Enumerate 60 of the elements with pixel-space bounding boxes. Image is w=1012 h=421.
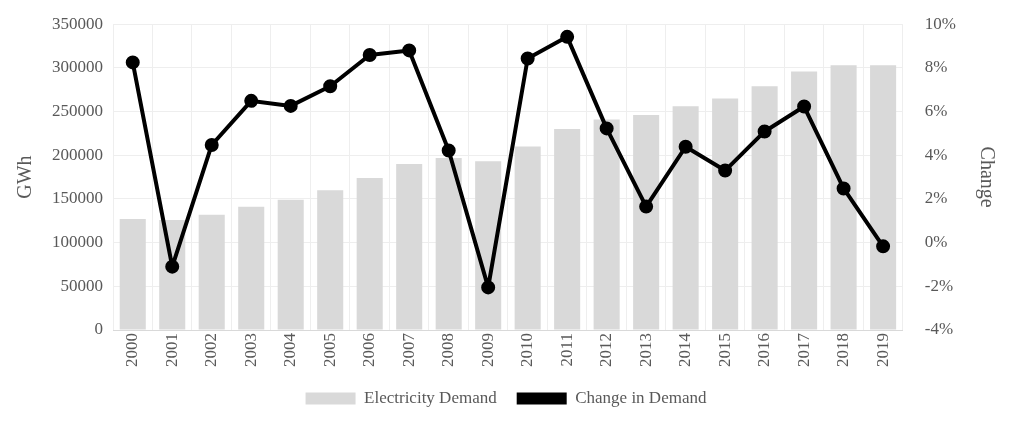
- x-tick-label: 2009: [477, 333, 497, 367]
- point: [125, 55, 140, 70]
- point: [797, 99, 812, 114]
- y2-tick-label: -4%: [924, 319, 954, 339]
- x-tick-label: 2011: [556, 333, 576, 367]
- x-tick-label: 2010: [517, 333, 537, 367]
- y2-tick-label: 8%: [924, 57, 948, 77]
- x-tick-label: 2004: [280, 332, 300, 367]
- legend-label: Electricity Demand: [364, 387, 498, 407]
- point: [402, 43, 417, 58]
- point: [441, 143, 456, 158]
- x-tick-label: 2016: [754, 333, 774, 367]
- point: [520, 51, 535, 66]
- y-tick-label: 200000: [52, 144, 103, 164]
- y-tick-label: 300000: [52, 57, 103, 77]
- point: [283, 98, 298, 113]
- y-tick-label: 150000: [52, 188, 103, 208]
- x-tick-label: 2005: [319, 333, 339, 367]
- point: [481, 280, 496, 295]
- point: [678, 139, 693, 154]
- x-tick-label: 2007: [398, 332, 418, 367]
- point: [836, 181, 851, 196]
- point: [362, 48, 377, 62]
- point: [718, 163, 733, 178]
- point: [560, 29, 575, 44]
- y-tick-label: 0: [94, 319, 103, 339]
- y2-axis-title: Change: [975, 146, 999, 208]
- x-tick-label: 2003: [240, 333, 260, 367]
- y2-tick-label: 6%: [924, 101, 948, 121]
- x-tick-label: 2001: [161, 333, 181, 367]
- point: [639, 199, 654, 214]
- x-tick-label: 2017: [793, 332, 813, 367]
- x-tick-label: 2008: [438, 333, 458, 367]
- y-axis-title: GWh: [13, 155, 36, 199]
- point: [165, 259, 180, 274]
- y-tick-label: 350000: [52, 13, 103, 33]
- x-tick-label: 2002: [201, 333, 221, 367]
- y-tick-label: 100000: [52, 232, 103, 252]
- legend-label: Change in Demand: [575, 387, 707, 407]
- point: [323, 79, 338, 94]
- x-tick-label: 2015: [714, 333, 734, 367]
- y-tick-label: 250000: [52, 101, 103, 121]
- x-tick-label: 2012: [596, 333, 616, 367]
- point: [204, 137, 219, 152]
- point: [244, 93, 259, 108]
- x-tick-label: 2018: [833, 333, 853, 367]
- x-tick-label: 2000: [122, 333, 142, 367]
- point: [757, 124, 772, 139]
- y-tick-label: 50000: [60, 275, 103, 295]
- x-tick-label: 2014: [675, 332, 695, 367]
- x-tick-label: 2013: [635, 333, 655, 367]
- y2-tick-label: 2%: [924, 188, 948, 208]
- point: [876, 239, 891, 254]
- y2-tick-label: 10%: [924, 13, 957, 33]
- x-tick-label: 2019: [872, 333, 892, 367]
- y2-tick-label: -2%: [924, 275, 954, 295]
- y2-tick-label: 0%: [924, 232, 948, 252]
- y2-tick-label: 4%: [924, 144, 948, 164]
- x-tick-label: 2006: [359, 333, 379, 367]
- point: [599, 121, 614, 136]
